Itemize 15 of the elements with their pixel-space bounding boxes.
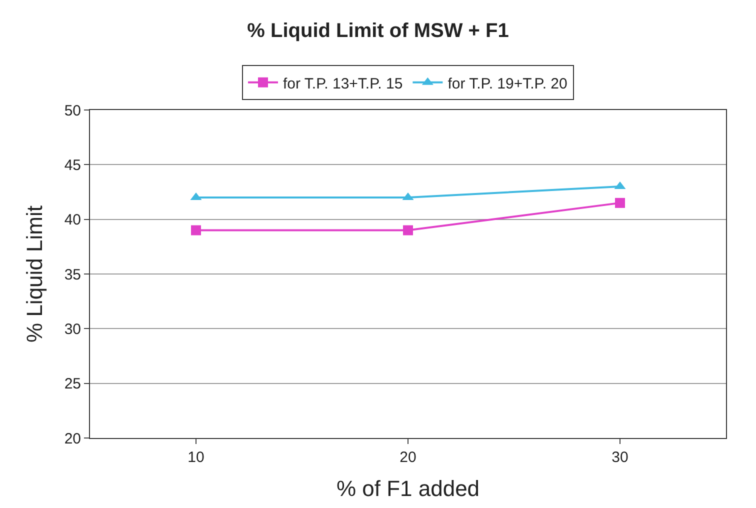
x-tick-label: 10	[188, 449, 204, 466]
x-tick-label: 30	[612, 449, 628, 466]
legend-label: for T.P. 13+T.P. 15	[283, 75, 403, 92]
y-tick-label: 25	[64, 376, 81, 393]
legend-label: for T.P. 19+T.P. 20	[448, 75, 568, 92]
y-tick-label: 45	[64, 156, 81, 174]
y-tick-label: 50	[64, 102, 81, 120]
y-tick-label: 30	[64, 320, 81, 338]
x-axis-title: % of F1 added	[336, 476, 480, 501]
y-tick-label: 20	[64, 430, 81, 448]
x-tick-label: 20	[400, 449, 416, 466]
y-tick-label: 40	[64, 212, 81, 229]
y-axis-title: % Liquid Limit	[22, 206, 48, 342]
chart-title: % Liquid Limit of MSW + F1	[247, 20, 509, 42]
y-tick-label: 35	[64, 266, 81, 284]
